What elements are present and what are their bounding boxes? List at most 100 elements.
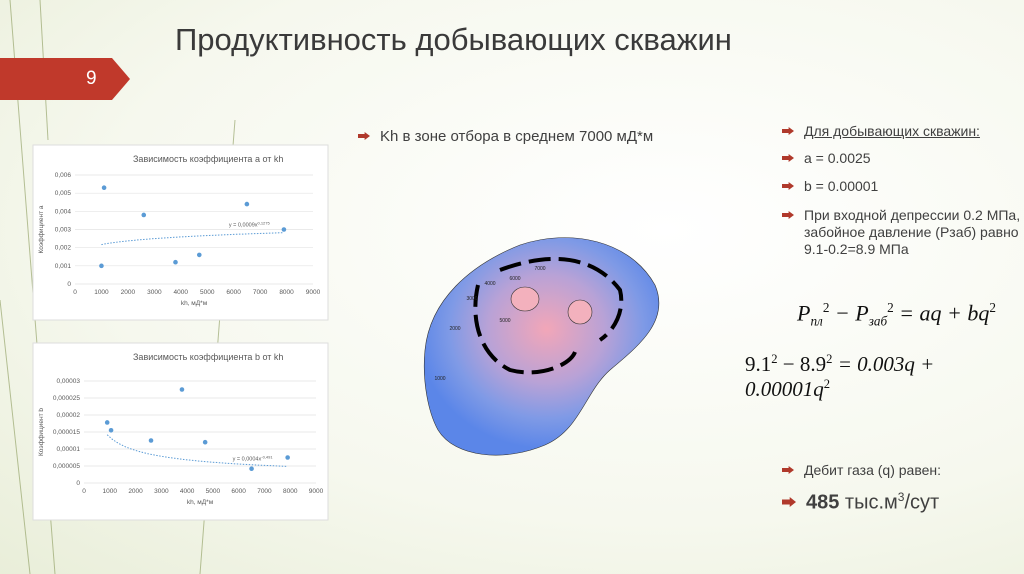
formula-part: = aq + bq <box>893 300 990 326</box>
contour-label: 3000 <box>466 296 477 302</box>
x-axis-label: kh, мД*м <box>181 300 208 307</box>
trendline-exponent: 0,1275 <box>258 221 271 226</box>
y-tick-label: 0,000025 <box>53 395 80 402</box>
point <box>285 455 290 460</box>
formula-part: 2 <box>989 300 996 315</box>
bullet: a = 0.0025 <box>780 150 1024 167</box>
x-tick-label: 8000 <box>283 488 298 495</box>
y-tick-label: 0,005 <box>55 190 72 197</box>
y-tick-label: 0,003 <box>55 227 72 234</box>
formula-part: − 8.9 <box>777 352 827 376</box>
formula-part: пл <box>810 313 823 329</box>
formula-part: P <box>797 300 811 326</box>
point <box>244 201 250 207</box>
trendline-label: y = 0,0004x-0,491 <box>233 454 274 462</box>
point <box>249 466 254 472</box>
x-tick-label: 5000 <box>206 488 221 495</box>
point <box>281 227 287 232</box>
boundary-line <box>473 284 577 375</box>
result-part: тыс.м <box>839 491 898 514</box>
result-part: 3 <box>897 490 905 504</box>
x-tick-label: 6000 <box>231 488 246 495</box>
contour-area <box>423 237 660 456</box>
y-tick-label: 0,00002 <box>57 412 81 419</box>
contour-label: 7000 <box>534 266 545 272</box>
bullet: Дебит газа (q) равен: <box>780 462 1024 479</box>
result: 485 тыс.м3/сут <box>780 490 939 515</box>
contour-label: 2000 <box>449 326 460 332</box>
peak <box>567 299 593 325</box>
trendline <box>101 232 284 246</box>
point <box>141 212 147 218</box>
chart-title: Зависимость коэффициента b от kh <box>133 352 283 362</box>
bullet: При входной депрессии 0.2 МПа, забойное … <box>780 207 1022 258</box>
formula-part: 2 <box>823 377 831 391</box>
formula-part: 2 <box>822 300 830 315</box>
formula: 9.12 − 8.92 = 0.003q + 0.00001q2 <box>745 352 1024 402</box>
trendline-label: y = 0,0009x0,1275 <box>229 221 271 229</box>
x-tick-label: 0 <box>73 289 77 296</box>
contour-label: 5000 <box>499 318 510 324</box>
contour-map: 1000 2000 3000 4000 5000 6000 7000 <box>423 237 660 456</box>
formula-part: заб <box>868 313 888 329</box>
x-tick-label: 0 <box>82 488 86 495</box>
point <box>148 438 154 443</box>
x-tick-label: 8000 <box>279 289 294 296</box>
x-tick-label: 4000 <box>180 488 195 495</box>
point <box>104 420 110 425</box>
result-part: 485 <box>806 491 840 514</box>
bullet: Kh в зоне отбора в среднем 7000 мД*м <box>356 128 770 145</box>
y-axis-label: Коэффициент b <box>38 408 45 456</box>
point <box>202 439 208 445</box>
y-tick-label: 0 <box>76 480 80 487</box>
trendline-exponent: -0,491 <box>261 454 273 459</box>
formula-part: 2 <box>771 352 778 366</box>
x-tick-label: 9000 <box>309 488 324 495</box>
x-tick-label: 5000 <box>200 289 215 296</box>
x-tick-label: 2000 <box>121 289 136 296</box>
y-tick-label: 0,00003 <box>57 378 81 385</box>
y-tick-label: 0,006 <box>55 172 72 179</box>
x-tick-label: 4000 <box>174 289 189 296</box>
formula-part: − P <box>829 300 869 326</box>
y-tick-label: 0,001 <box>55 263 72 270</box>
y-tick-label: 0,00001 <box>57 446 81 453</box>
y-tick-label: 0,002 <box>55 245 72 252</box>
chart-frame <box>32 342 329 521</box>
point <box>173 259 178 265</box>
peak <box>510 286 540 312</box>
trendline-label: y = 0,0009x <box>229 223 258 229</box>
contour-label: 4000 <box>484 281 495 287</box>
point <box>196 252 202 258</box>
x-tick-label: 9000 <box>306 289 321 296</box>
contour-label: 6000 <box>509 276 520 282</box>
contour-label: 1000 <box>434 376 445 382</box>
result-part: /сут <box>904 491 940 514</box>
formula: Pпл2 − Pзаб2 = aq + bq2 <box>797 300 996 330</box>
boundary-line <box>499 256 624 342</box>
y-tick-label: 0,004 <box>55 208 72 215</box>
slide-title: Продуктивность добывающих скважин <box>175 22 732 57</box>
formula-part: 2 <box>826 352 833 366</box>
chart-title: Зависимость коэффициента a от kh <box>133 154 283 164</box>
formula-part: = 0.003q + 0.00001q <box>745 352 935 401</box>
y-axis-label: Коэффициент a <box>38 205 45 253</box>
y-tick-label: 0,000015 <box>53 429 80 436</box>
x-tick-label: 7000 <box>253 289 268 296</box>
trendline-label: y = 0,0004x <box>233 456 262 462</box>
x-tick-label: 3000 <box>154 488 169 495</box>
x-tick-label: 3000 <box>147 289 162 296</box>
point <box>99 263 104 269</box>
point <box>179 387 185 392</box>
y-tick-label: 0,000005 <box>53 463 80 470</box>
formula-part: 9.1 <box>745 352 772 376</box>
formula-part: 2 <box>887 300 894 315</box>
bullet: Для добывающих скважин: <box>780 123 1024 140</box>
x-tick-label: 1000 <box>103 488 118 495</box>
x-tick-label: 7000 <box>257 488 272 495</box>
y-tick-label: 0 <box>67 281 71 288</box>
x-tick-label: 1000 <box>94 289 109 296</box>
x-tick-label: 2000 <box>128 488 143 495</box>
point <box>108 428 114 433</box>
